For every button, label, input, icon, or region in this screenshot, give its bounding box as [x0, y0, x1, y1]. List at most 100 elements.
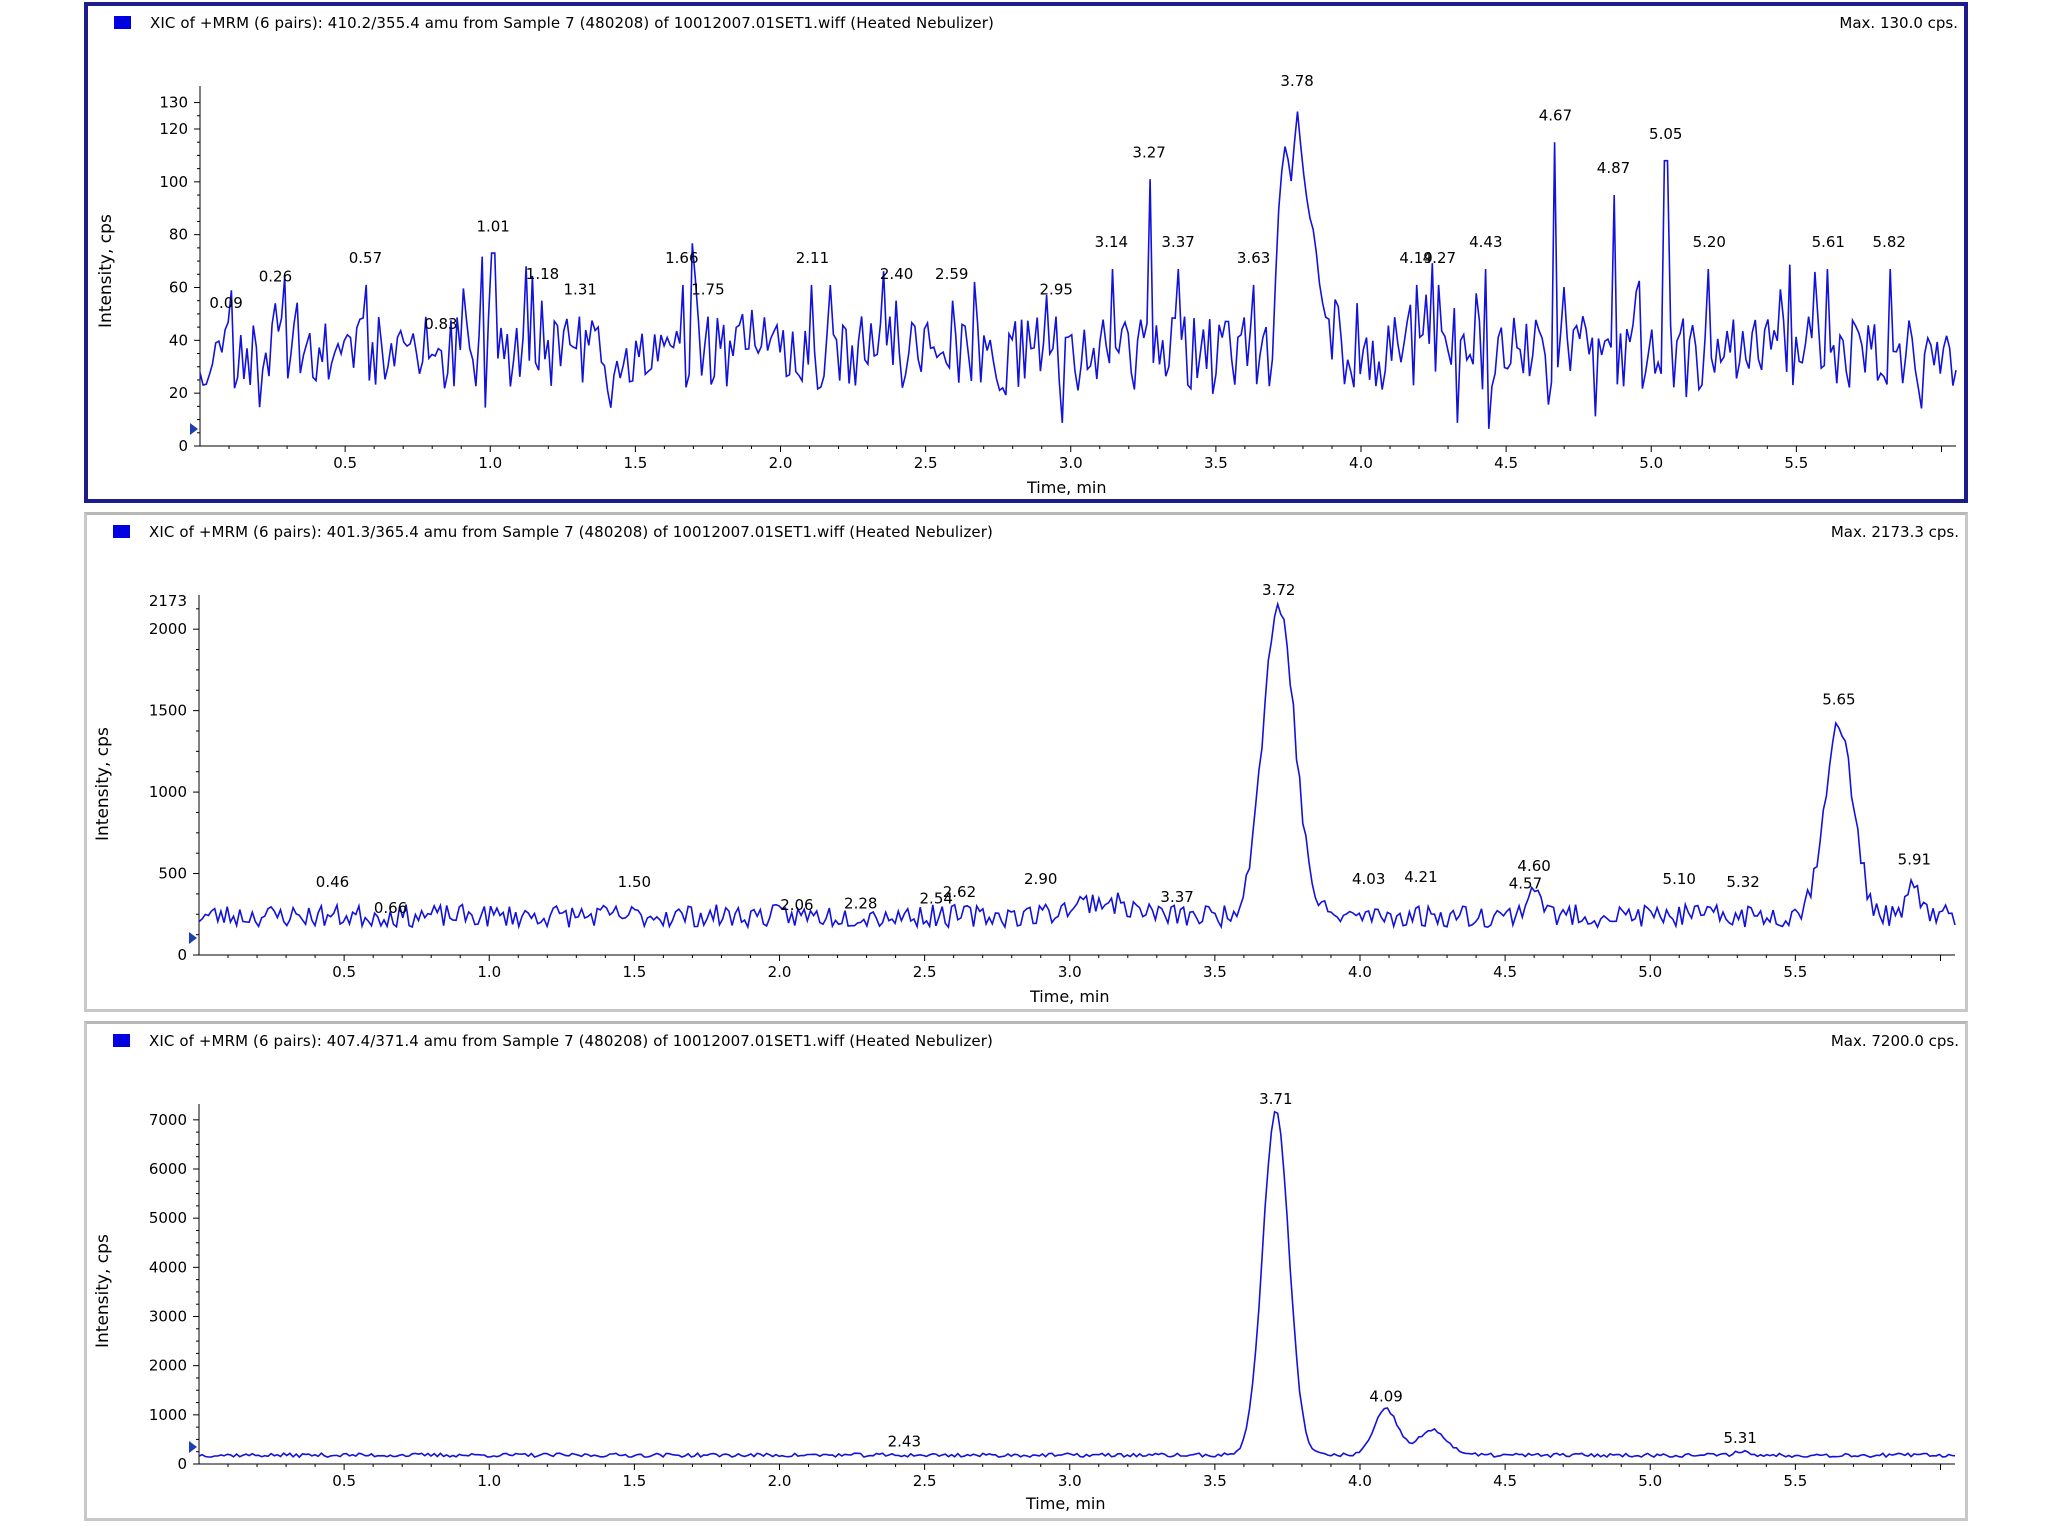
peak-label: 2.62 — [943, 883, 976, 901]
x-tick-label: 2.0 — [768, 1472, 792, 1490]
x-tick-label: 4.5 — [1493, 963, 1517, 981]
x-tick-label: 4.0 — [1348, 963, 1372, 981]
peak-label: 4.60 — [1517, 857, 1550, 875]
x-tick-label: 1.5 — [623, 454, 647, 472]
x-tick-label: 3.5 — [1204, 454, 1228, 472]
chromatogram-pane-2[interactable]: XIC of +MRM (6 pairs): 401.3/365.4 amu f… — [84, 512, 1968, 1012]
y-tick-label: 40 — [169, 331, 188, 349]
x-tick-label: 1.0 — [477, 1472, 501, 1490]
x-tick-label: 5.5 — [1784, 454, 1808, 472]
x-axis-label: Time, min — [1027, 478, 1107, 497]
x-tick-label: 4.0 — [1348, 1472, 1372, 1490]
x-tick-label: 0.5 — [333, 454, 357, 472]
y-tick-label: 120 — [159, 120, 188, 138]
peak-label: 3.27 — [1132, 143, 1165, 161]
y-tick-label: 1000 — [149, 783, 187, 801]
y-tick-label: 80 — [169, 226, 188, 244]
peak-label: 1.66 — [665, 249, 698, 267]
pane-title: XIC of +MRM (6 pairs): 410.2/355.4 amu f… — [150, 14, 994, 32]
x-tick-label: 0.5 — [332, 1472, 356, 1490]
chromatogram-trace — [198, 601, 1956, 930]
peak-label: 1.75 — [691, 281, 724, 299]
peak-label: 0.83 — [424, 315, 457, 333]
peak-label: 3.37 — [1160, 888, 1193, 906]
peak-label: 0.66 — [374, 899, 407, 917]
peak-label: 0.26 — [259, 267, 292, 285]
x-tick-label: 0.5 — [332, 963, 356, 981]
y-tick-label: 0 — [177, 946, 187, 964]
peak-label: 3.72 — [1262, 581, 1295, 599]
chromatogram-plot: 0.5 1.0 1.5 2.0 2.5 3.0 3.5 4.0 4.5 5.0 5.5 0 1000 20… — [149, 1090, 1956, 1490]
peak-label: 2.11 — [796, 249, 829, 267]
peak-label: 4.67 — [1539, 106, 1572, 124]
x-tick-label: 5.0 — [1638, 1472, 1662, 1490]
peak-label: 0.46 — [316, 873, 349, 891]
x-tick-label: 4.0 — [1349, 454, 1373, 472]
peak-label: 3.37 — [1161, 233, 1194, 251]
start-marker-icon — [189, 1441, 197, 1453]
x-tick-label: 2.0 — [769, 454, 793, 472]
peak-label: 3.14 — [1095, 233, 1128, 251]
peak-label: 2.06 — [780, 896, 813, 914]
pane-color-marker — [113, 525, 130, 538]
x-tick-label: 2.5 — [914, 454, 938, 472]
peak-label: 4.21 — [1404, 868, 1437, 886]
peak-label: 0.09 — [209, 294, 242, 312]
y-tick-label: 3000 — [149, 1308, 187, 1326]
y-tick-label: 7000 — [149, 1111, 187, 1129]
x-tick-label: 3.0 — [1058, 1472, 1082, 1490]
peak-label: 2.43 — [888, 1433, 921, 1451]
peak-label: 1.50 — [618, 873, 651, 891]
max-intensity-label: Max. 7200.0 cps. — [1830, 1032, 1959, 1050]
peak-label: 5.10 — [1663, 870, 1696, 888]
max-intensity-label: Max. 2173.3 cps. — [1830, 523, 1959, 541]
y-tick-label: 5000 — [149, 1209, 187, 1227]
y-tick-label: 60 — [169, 278, 188, 296]
pane-title: XIC of +MRM (6 pairs): 401.3/365.4 amu f… — [149, 523, 993, 541]
peak-label: 5.65 — [1822, 691, 1855, 709]
peak-label: 4.57 — [1509, 875, 1542, 893]
peak-label: 2.59 — [935, 265, 968, 283]
peak-label: 4.43 — [1469, 233, 1502, 251]
x-tick-label: 3.5 — [1203, 1472, 1227, 1490]
chromatogram-plot: 0.5 1.0 1.5 2.0 2.5 3.0 3.5 4.0 4.5 5.0 5.5 0 20 40 60… — [159, 72, 1957, 472]
y-tick-label: 0 — [177, 1455, 187, 1473]
y-tick-label: 0 — [178, 437, 188, 455]
peak-label: 3.71 — [1259, 1090, 1292, 1108]
x-tick-label: 5.5 — [1783, 1472, 1807, 1490]
peak-label: 4.03 — [1352, 870, 1385, 888]
peak-label: 5.31 — [1724, 1429, 1757, 1447]
y-tick-label: 6000 — [149, 1160, 187, 1178]
chromatogram-pane-1[interactable]: XIC of +MRM (6 pairs): 410.2/355.4 amu f… — [84, 2, 1968, 503]
x-tick-label: 3.0 — [1059, 454, 1083, 472]
peak-label: 1.31 — [564, 281, 597, 299]
x-axis-label: Time, min — [1030, 987, 1110, 1006]
chromatogram-pane-3[interactable]: XIC of +MRM (6 pairs): 407.4/371.4 amu f… — [84, 1021, 1968, 1521]
y-tick-label: 1500 — [149, 702, 187, 720]
y-tick-label: 130 — [159, 94, 188, 112]
peak-label: 4.19 — [1399, 249, 1432, 267]
peak-label: 2.90 — [1024, 870, 1057, 888]
x-tick-label: 5.0 — [1638, 963, 1662, 981]
x-tick-label: 3.0 — [1058, 963, 1082, 981]
x-tick-label: 4.5 — [1493, 1472, 1517, 1490]
x-tick-label: 2.5 — [913, 963, 937, 981]
y-tick-label: 100 — [159, 173, 188, 191]
x-tick-label: 5.5 — [1783, 963, 1807, 981]
y-tick-label: 2000 — [149, 1357, 187, 1375]
peak-label: 3.78 — [1280, 72, 1313, 90]
peak-label: 4.09 — [1369, 1387, 1402, 1405]
chromatogram-plot: 0.5 1.0 1.5 2.0 2.5 3.0 3.5 4.0 4.5 5.0 5.5 0 500 100… — [149, 581, 1956, 981]
pane-color-marker — [114, 16, 131, 29]
y-tick-label: 4000 — [149, 1258, 187, 1276]
x-tick-label: 1.0 — [477, 963, 501, 981]
x-axis-label: Time, min — [1026, 1494, 1106, 1513]
y-tick-label: 2173 — [149, 592, 187, 610]
x-tick-label: 2.5 — [913, 1472, 937, 1490]
peak-label: 5.82 — [1873, 233, 1906, 251]
peak-label: 2.40 — [880, 265, 913, 283]
pane-color-marker — [113, 1034, 130, 1047]
x-tick-label: 1.5 — [622, 1472, 646, 1490]
peak-label: 4.27 — [1423, 249, 1456, 267]
max-intensity-label: Max. 130.0 cps. — [1839, 14, 1958, 32]
